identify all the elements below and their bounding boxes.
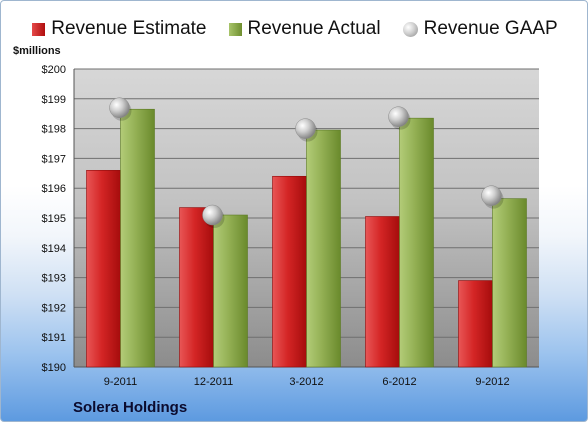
x-tick-label: 9-2012 bbox=[475, 376, 509, 388]
y-tick-label: $191 bbox=[42, 332, 66, 344]
y-tick-label: $190 bbox=[42, 362, 66, 374]
y-tick-label: $197 bbox=[42, 153, 66, 165]
y-tick-label: $192 bbox=[42, 302, 66, 314]
bar-revenue-actual bbox=[120, 108, 155, 368]
legend-item-estimate: Revenue Estimate bbox=[32, 18, 207, 40]
bar-revenue-actual bbox=[399, 117, 434, 368]
marker-revenue-gaap bbox=[109, 97, 130, 118]
x-tick-label: 12-2011 bbox=[194, 376, 234, 388]
legend-swatch-gaap bbox=[402, 21, 418, 37]
x-tick-label: 3-2012 bbox=[289, 376, 323, 388]
bar-revenue-estimate bbox=[179, 207, 214, 368]
y-tick-label: $199 bbox=[42, 94, 66, 106]
y-tick-label: $196 bbox=[42, 183, 66, 195]
y-tick-label: $198 bbox=[42, 124, 66, 136]
marker-revenue-gaap bbox=[481, 185, 502, 206]
company-name: Solera Holdings bbox=[73, 399, 188, 416]
marker-revenue-gaap bbox=[295, 118, 316, 139]
y-tick-label: $200 bbox=[42, 64, 66, 76]
legend-item-actual: Revenue Actual bbox=[228, 18, 381, 40]
marker-revenue-gaap bbox=[388, 106, 409, 127]
x-tick-label: 9-2011 bbox=[104, 376, 137, 388]
bar-revenue-estimate bbox=[86, 170, 121, 368]
chart-legend: Revenue Estimate Revenue Actual Revenue … bbox=[1, 17, 587, 41]
x-tick-label: 6-2012 bbox=[382, 376, 416, 388]
bar-revenue-actual bbox=[306, 129, 341, 368]
legend-label-gaap: Revenue GAAP bbox=[423, 18, 558, 39]
legend-swatch-estimate bbox=[32, 22, 46, 36]
bar-revenue-estimate bbox=[458, 280, 493, 368]
legend-label-actual: Revenue Actual bbox=[247, 18, 381, 39]
bar-revenue-estimate bbox=[365, 216, 400, 368]
marker-revenue-gaap bbox=[202, 204, 223, 226]
legend-label-estimate: Revenue Estimate bbox=[51, 18, 207, 39]
bar-revenue-actual bbox=[492, 198, 527, 368]
y-tick-label: $195 bbox=[42, 213, 66, 225]
legend-item-gaap: Revenue GAAP bbox=[402, 18, 558, 40]
bar-revenue-actual bbox=[213, 214, 248, 368]
y-axis-unit-label: $millions bbox=[13, 45, 61, 57]
y-tick-label: $193 bbox=[42, 273, 66, 285]
bar-revenue-estimate bbox=[272, 175, 307, 368]
y-tick-label: $194 bbox=[42, 243, 66, 255]
legend-swatch-actual bbox=[228, 22, 242, 36]
